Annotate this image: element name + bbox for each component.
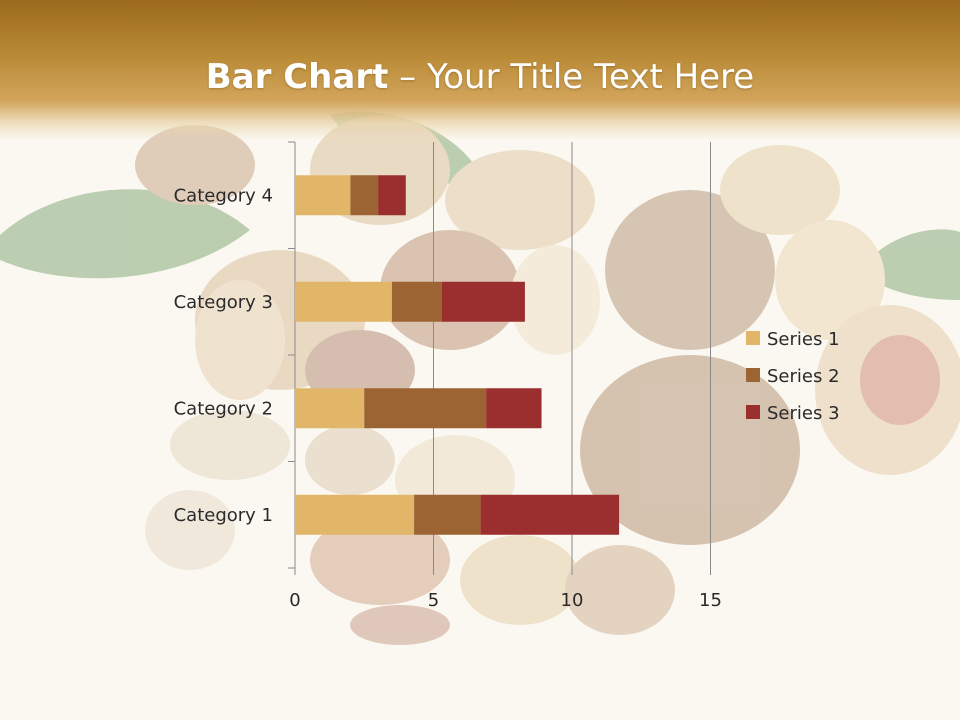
nut-shape	[445, 150, 595, 250]
nut-shape	[720, 145, 840, 235]
nut-shape	[145, 490, 235, 570]
legend-label: Series 2	[767, 366, 840, 387]
bar-category-4-series-2	[350, 175, 379, 216]
category-label: Category 1	[174, 505, 273, 526]
x-tick-label: 0	[289, 590, 300, 611]
x-tick-label: 15	[699, 590, 722, 611]
category-label: Category 4	[174, 185, 273, 206]
bar-category-1-series-1	[295, 494, 415, 535]
leaf-right	[860, 229, 960, 300]
nut-shape	[350, 605, 450, 645]
bar-category-4-series-1	[295, 175, 351, 216]
nut-shape	[860, 335, 940, 425]
slide-title: Bar Chart – Your Title Text Here	[0, 52, 960, 102]
chart-legend: Series 1 Series 2 Series 3	[746, 329, 840, 424]
bar-category-2-series-3	[486, 388, 542, 429]
nut-shape	[605, 190, 775, 350]
chart-bars	[295, 175, 620, 535]
legend-label: Series 1	[767, 329, 840, 350]
legend-label: Series 3	[767, 403, 840, 424]
nut-shape	[510, 245, 600, 355]
x-tick-labels: 0 5 10 15	[289, 590, 722, 611]
bar-category-3-series-1	[295, 281, 392, 322]
leaf-left	[0, 189, 250, 279]
nut-shape	[460, 535, 580, 625]
category-labels: Category 1 Category 2 Category 3 Category 4	[174, 185, 273, 526]
nut-shape	[815, 305, 960, 475]
legend-swatch	[746, 331, 760, 345]
x-tick-label: 10	[561, 590, 584, 611]
slide-title-rest: – Your Title Text Here	[388, 57, 755, 97]
nut-shape	[305, 425, 395, 495]
x-tick-label: 5	[428, 590, 439, 611]
nut-shape	[310, 515, 450, 605]
nut-shape	[565, 545, 675, 635]
bar-category-4-series-3	[378, 175, 406, 216]
bar-category-3-series-3	[441, 281, 525, 322]
bar-category-1-series-3	[480, 494, 620, 535]
bar-category-2-series-1	[295, 388, 365, 429]
slide-title-bold: Bar Chart	[205, 57, 389, 97]
category-label: Category 3	[174, 292, 273, 313]
nut-shape	[170, 410, 290, 480]
nut-shape	[775, 220, 885, 340]
bar-category-2-series-2	[364, 388, 487, 429]
nut-shape	[195, 280, 285, 400]
legend-swatch	[746, 368, 760, 382]
legend-swatch	[746, 405, 760, 419]
bar-category-1-series-2	[414, 494, 481, 535]
bar-category-3-series-2	[391, 281, 442, 322]
nut-shape	[580, 355, 800, 545]
category-label: Category 2	[174, 398, 273, 419]
title-band	[0, 0, 960, 140]
nut-shape	[135, 125, 255, 205]
